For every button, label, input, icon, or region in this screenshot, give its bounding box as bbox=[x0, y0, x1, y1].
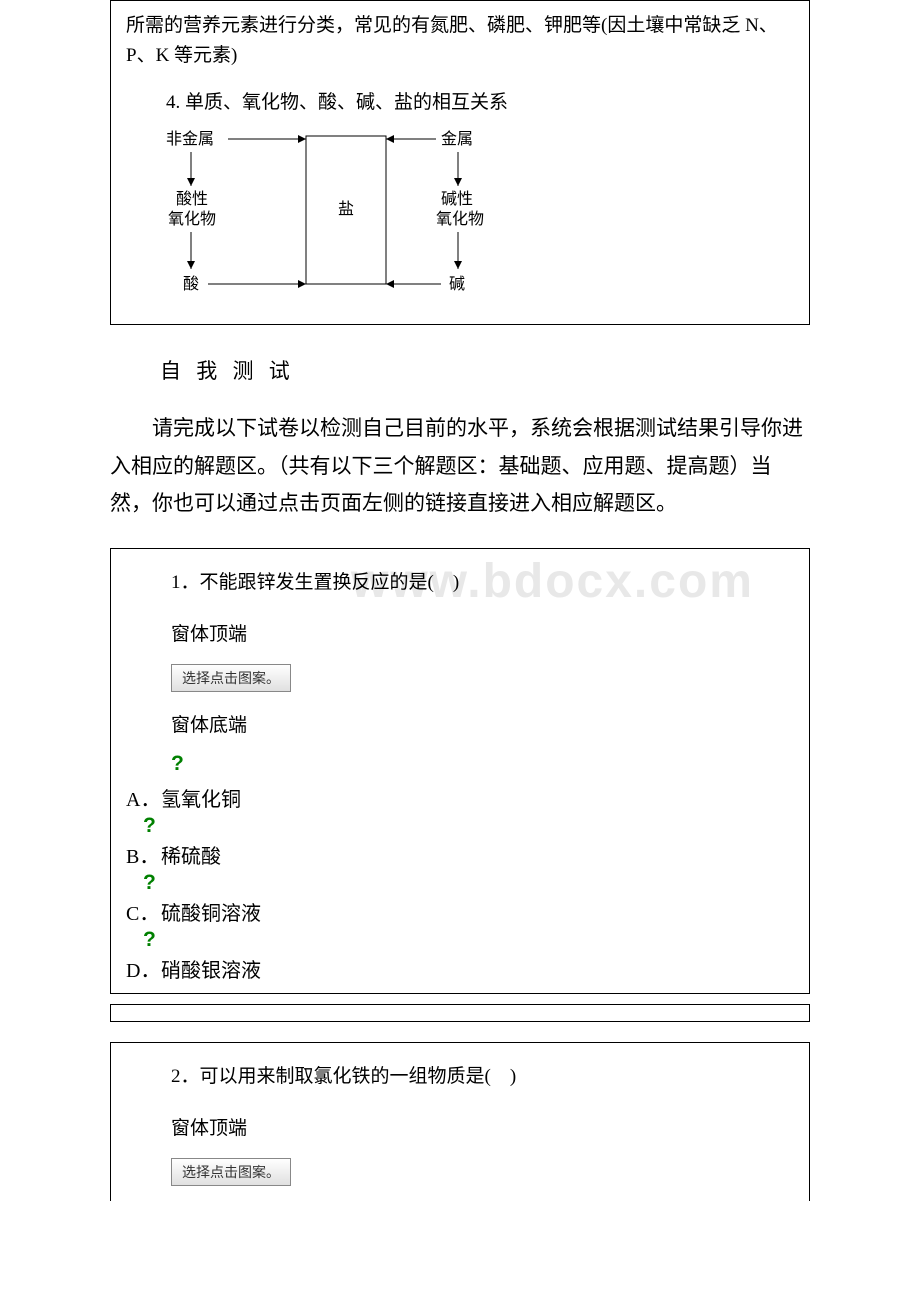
hint-icon[interactable]: ? bbox=[111, 814, 809, 838]
label-salt: 盐 bbox=[338, 200, 354, 218]
knowledge-box: 所需的营养元素进行分类，常见的有氮肥、磷肥、钾肥等(因土壤中常缺乏 N、P、K … bbox=[110, 0, 810, 325]
label-base-oxide2: 氧化物 bbox=[436, 210, 484, 228]
form-top-label: 窗体顶端 bbox=[111, 1103, 809, 1150]
option-text-b: 稀硫酸 bbox=[161, 846, 221, 868]
label-acid: 酸 bbox=[183, 275, 199, 293]
label-acid-oxide1: 酸性 bbox=[176, 190, 208, 208]
select-image-button[interactable]: 选择点击图案。 bbox=[171, 664, 291, 692]
form-bottom-label: 窗体底端 bbox=[111, 700, 809, 747]
option-letter-d: D． bbox=[126, 954, 161, 983]
option-text-d: 硝酸银溶液 bbox=[161, 960, 261, 982]
q1-option-b[interactable]: B．稀硫酸 bbox=[111, 838, 809, 871]
hint-icon[interactable]: ? bbox=[111, 928, 809, 952]
label-nonmetal: 非金属 bbox=[166, 130, 214, 148]
select-image-button[interactable]: 选择点击图案。 bbox=[171, 1158, 291, 1186]
option-text-a: 氢氧化铜 bbox=[161, 789, 241, 811]
form-top-label: 窗体顶端 bbox=[111, 609, 809, 656]
q1-option-d[interactable]: D．硝酸银溶液 bbox=[111, 952, 809, 993]
label-metal: 金属 bbox=[441, 130, 473, 148]
diagram-title: 4. 单质、氧化物、酸、碱、盐的相互关系 bbox=[166, 87, 794, 114]
self-test-heading: 自 我 测 试 bbox=[160, 355, 810, 385]
hint-icon[interactable]: ? bbox=[111, 871, 809, 895]
q2-stem: 2．可以用来制取氯化铁的一组物质是( ) bbox=[111, 1043, 809, 1103]
question-1-box: www.bdocx.com 1．不能跟锌发生置换反应的是( ) 窗体顶端 选择点… bbox=[110, 548, 810, 994]
option-text-c: 硫酸铜溶液 bbox=[161, 903, 261, 925]
hint-icon[interactable]: ? bbox=[111, 747, 809, 781]
q1-option-a[interactable]: A．氢氧化铜 bbox=[111, 781, 809, 814]
option-letter-a: A． bbox=[126, 783, 161, 812]
option-letter-b: B． bbox=[126, 840, 161, 869]
intro-text: 所需的营养元素进行分类，常见的有氮肥、磷肥、钾肥等(因土壤中常缺乏 N、P、K … bbox=[126, 11, 794, 72]
option-letter-c: C． bbox=[126, 897, 161, 926]
test-instruction: 请完成以下试卷以检测自己目前的水平，系统会根据测试结果引导你进入相应的解题区。（… bbox=[110, 410, 810, 523]
q1-stem: 1．不能跟锌发生置换反应的是( ) bbox=[111, 549, 809, 609]
q1-option-c[interactable]: C．硫酸铜溶液 bbox=[111, 895, 809, 928]
label-base-oxide1: 碱性 bbox=[441, 190, 473, 208]
label-base: 碱 bbox=[449, 275, 465, 293]
relation-diagram: 非金属 金属 酸性 氧化物 碱性 氧化物 盐 酸 bbox=[136, 124, 794, 309]
question-2-box: 2．可以用来制取氯化铁的一组物质是( ) 窗体顶端 选择点击图案。 bbox=[110, 1042, 810, 1201]
spacer-box bbox=[110, 1004, 810, 1022]
label-acid-oxide2: 氧化物 bbox=[168, 210, 216, 228]
